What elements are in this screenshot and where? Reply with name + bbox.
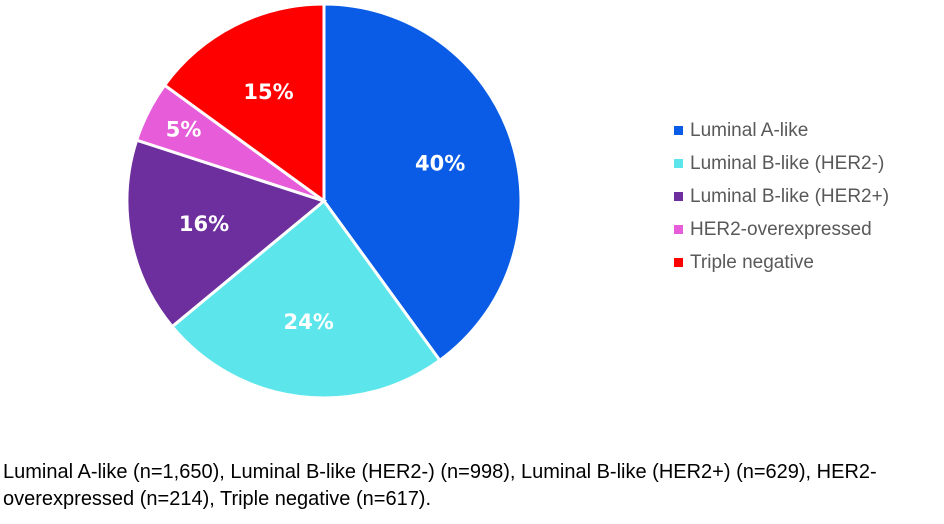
legend-item-luminal-a: Luminal A-like	[674, 114, 889, 147]
pie-slice-luminal-b-her2-neg	[170, 198, 442, 400]
legend-label: Luminal B-like (HER2+)	[690, 185, 890, 207]
figure-caption: Luminal A-like (n=1,650), Luminal B-like…	[3, 461, 877, 510]
legend-item-triple-negative: Triple negative	[674, 246, 889, 279]
pie-slice-luminal-a	[322, 2, 523, 363]
legend-item-luminal-b-her2-pos: Luminal B-like (HER2+)	[674, 180, 889, 213]
legend-swatch	[674, 192, 683, 201]
data-label-luminal-b-her2-pos: 16%	[179, 212, 229, 236]
legend-swatch	[674, 159, 683, 168]
legend: Luminal A-like Luminal B-like (HER2-) Lu…	[674, 114, 889, 279]
legend-label: HER2-overexpressed	[690, 218, 872, 240]
legend-swatch	[674, 258, 683, 267]
data-label-luminal-a: 40%	[415, 151, 465, 175]
pie-slice-triple-negative	[162, 2, 326, 204]
legend-label: Luminal B-like (HER2-)	[690, 152, 885, 174]
legend-item-luminal-b-her2-neg: Luminal B-like (HER2-)	[674, 147, 889, 180]
legend-item-her2-overexpressed: HER2-overexpressed	[674, 213, 889, 246]
legend-label: Triple negative	[690, 251, 814, 273]
pie-chart: 40% 24% 16% 5% 15%	[125, 2, 523, 400]
legend-label: Luminal A-like	[690, 119, 809, 141]
legend-swatch	[674, 225, 683, 234]
data-label-luminal-b-her2-neg: 24%	[284, 310, 334, 334]
data-label-triple-negative: 15%	[243, 80, 293, 104]
data-label-her2-overexpressed: 5%	[166, 117, 202, 141]
pie-slice-luminal-b-her2-pos	[125, 138, 328, 329]
legend-swatch	[674, 126, 683, 135]
